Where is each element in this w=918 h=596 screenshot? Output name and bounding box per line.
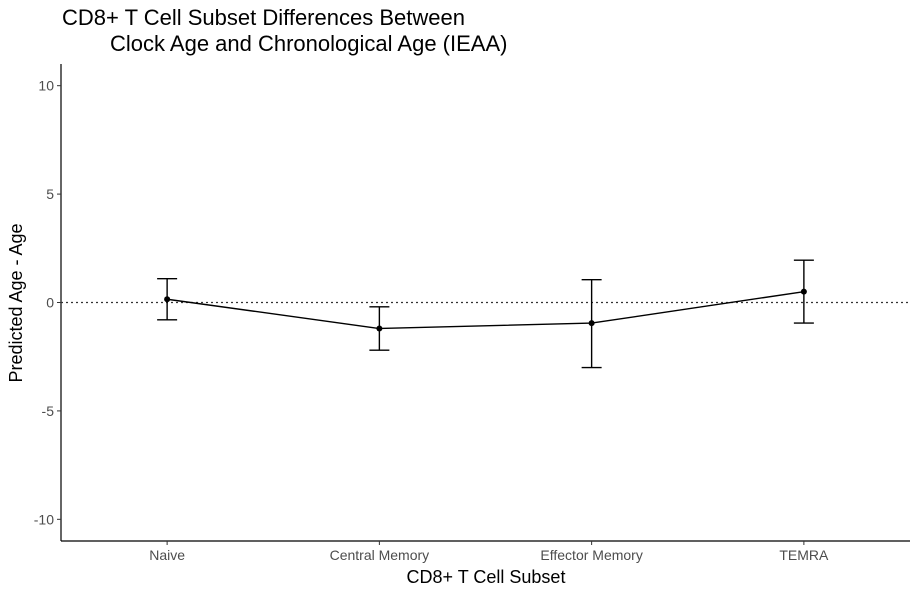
data-point: [588, 320, 595, 327]
x-tick-label: Effector Memory: [540, 547, 642, 563]
chart-title-line-2: Clock Age and Chronological Age (IEAA): [110, 31, 508, 56]
chart-title-line-1: CD8+ T Cell Subset Differences Between: [62, 5, 465, 30]
series-group: [157, 259, 814, 369]
y-tick-label: 5: [46, 186, 54, 202]
y-tick-label: 10: [38, 78, 54, 94]
series-line: [167, 290, 804, 330]
x-tick-label: TEMRA: [779, 547, 829, 563]
x-axis-title: CD8+ T Cell Subset: [407, 567, 566, 587]
data-point: [164, 296, 171, 303]
x-tick-label: Naive: [149, 547, 185, 563]
y-tick-label: 0: [46, 295, 54, 311]
data-point: [800, 288, 807, 295]
y-axis-title: Predicted Age - Age: [6, 223, 26, 382]
y-tick-label: -10: [34, 511, 54, 527]
y-tick-label: -5: [42, 403, 55, 419]
tick-marks: -10 -5 0 5 10 Naive Central Memory Effector Mem…: [34, 78, 829, 563]
data-point: [376, 325, 383, 332]
x-tick-label: Central Memory: [330, 547, 430, 563]
chart-title: CD8+ T Cell Subset Differences Between Cl…: [62, 5, 507, 57]
